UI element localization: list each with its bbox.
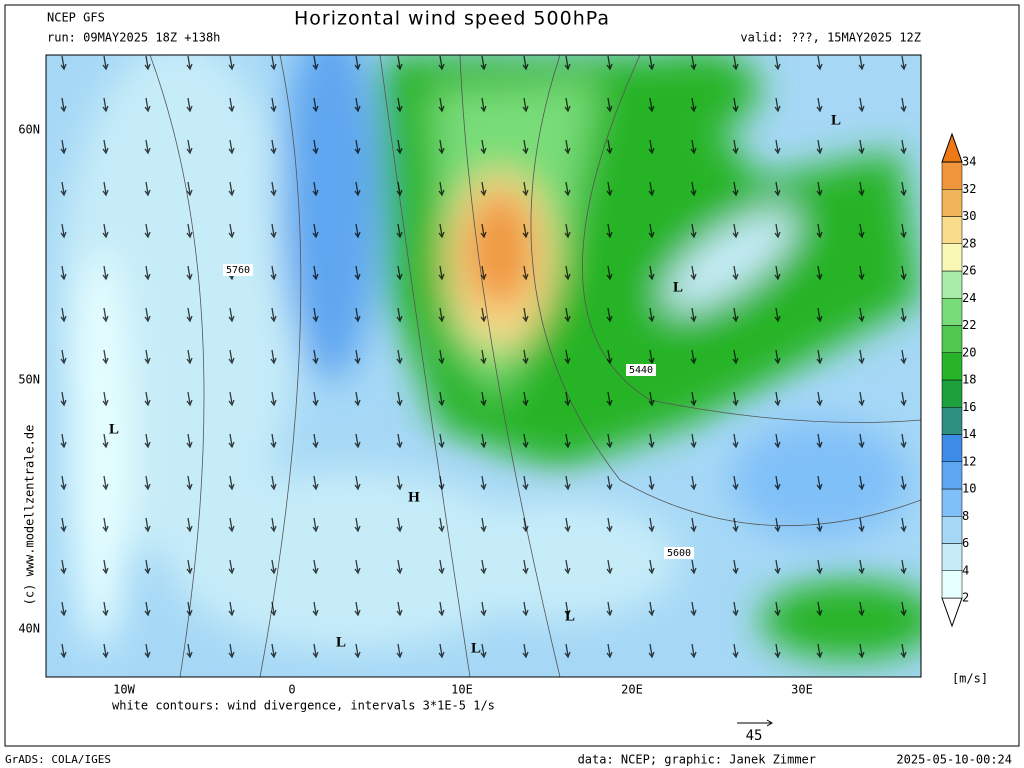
colorbar-box	[941, 325, 963, 353]
colorbar-label: 12	[962, 454, 976, 468]
chart-title: Horizontal wind speed 500hPa	[294, 8, 610, 30]
lon-label: 10W	[113, 683, 135, 697]
colorbar-box	[941, 216, 963, 244]
frame	[4, 4, 1020, 747]
model-name: NCEP GFS	[47, 11, 105, 25]
colorbar-box	[941, 461, 963, 490]
vector-reference-arrow	[737, 719, 773, 727]
colorbar-label: 2	[962, 591, 969, 605]
colorbar-high	[941, 132, 963, 163]
colorbar-label: 28	[962, 236, 976, 250]
pressure-center: L	[336, 634, 346, 650]
colorbar-label: 14	[962, 427, 976, 441]
run-info: run: 09MAY2025 18Z +138h	[47, 31, 220, 45]
contour-label-bg	[664, 547, 694, 559]
timestamp: 2025-05-10-00:24	[896, 753, 1012, 767]
contour-label: 5760	[226, 265, 250, 276]
contour-label-bg	[626, 364, 656, 376]
colorbar-label: 24	[962, 291, 976, 305]
lat-label: 60N	[18, 123, 40, 137]
colorbar-box	[941, 298, 963, 326]
valid-time: valid: ???, 15MAY2025 12Z	[740, 31, 921, 45]
colorbar-label: 20	[962, 345, 976, 359]
contour-label: 5440	[629, 365, 653, 376]
pressure-center: L	[831, 112, 841, 128]
vector-reference: 45	[746, 728, 763, 744]
colorbar-box	[941, 161, 963, 190]
colorbar-label: 34	[962, 155, 976, 169]
pressure-center: L	[673, 279, 683, 295]
colorbar-label: 16	[962, 400, 976, 414]
colorbar-low	[941, 597, 963, 628]
credits: data: NCEP; graphic: Janek Zimmer	[578, 753, 816, 767]
pressure-center: H	[408, 489, 420, 505]
colorbar-box	[941, 488, 963, 517]
colorbar-box	[941, 243, 963, 272]
lon-label: 0	[288, 683, 295, 697]
colorbar-box	[941, 570, 963, 599]
pressure-center: L	[109, 421, 119, 437]
colorbar-box	[941, 270, 963, 299]
colorbar-label: 32	[962, 182, 976, 196]
colorbar-label: 6	[962, 536, 969, 550]
map-border	[45, 54, 922, 678]
colorbar-box	[941, 352, 963, 381]
contour-label: 5600	[667, 548, 691, 559]
lon-label: 10E	[451, 683, 473, 697]
contour-label-bg	[223, 264, 253, 276]
colorbar-label: 10	[962, 482, 976, 496]
colorbar-label: 8	[962, 509, 969, 523]
colorbar-box	[941, 434, 963, 462]
lon-label: 20E	[621, 683, 643, 697]
software: GrADS: COLA/IGES	[5, 753, 111, 766]
colorbar-box	[941, 516, 963, 544]
copyright: (c) www.modellzentrale.de	[23, 425, 37, 606]
colorbar-label: 30	[962, 209, 976, 223]
lon-label: 30E	[791, 683, 813, 697]
colorbar-label: 22	[962, 318, 976, 332]
wind-map	[46, 55, 921, 677]
divergence-note: white contours: wind divergence, interva…	[112, 699, 495, 713]
colorbar-label: 4	[962, 563, 969, 577]
colorbar-box	[941, 407, 963, 435]
colorbar-unit: [m/s]	[952, 672, 988, 686]
colorbar-label: 26	[962, 264, 976, 278]
pressure-center: L	[471, 640, 481, 656]
colorbar-label: 18	[962, 373, 976, 387]
colorbar-box	[941, 189, 963, 217]
lat-label: 50N	[18, 373, 40, 387]
colorbar-box	[941, 543, 963, 571]
lat-label: 40N	[18, 622, 40, 636]
pressure-center: L	[565, 608, 575, 624]
colorbar-box	[941, 379, 963, 408]
